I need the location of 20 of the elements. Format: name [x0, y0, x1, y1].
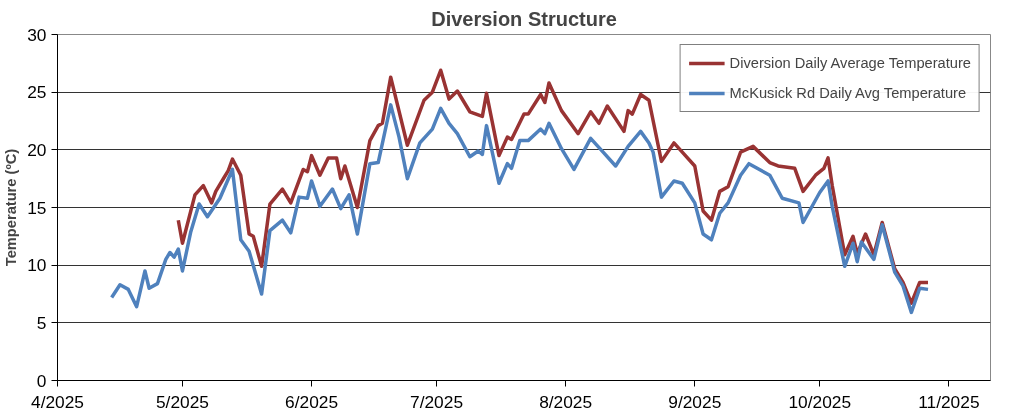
legend-label: McKusick Rd Daily Avg Temperature	[729, 85, 967, 101]
x-tick-label: 7/2025	[410, 391, 464, 412]
y-tick-label: 25	[27, 82, 47, 103]
x-tick-label: 6/2025	[285, 391, 339, 412]
line-series	[109, 103, 930, 315]
y-tick-label: 10	[27, 255, 47, 276]
y-axis-title: Temperature (ºC)	[3, 148, 20, 267]
x-tick-label: 5/2025	[155, 391, 209, 412]
y-tick-label: 0	[36, 370, 47, 391]
y-tick-label: 30	[27, 24, 47, 45]
y-tick-label: 15	[27, 197, 47, 218]
chart-title: Diversion Structure	[431, 7, 617, 30]
x-tick-label: 4/2025	[31, 391, 84, 412]
x-tick-label: 8/2025	[539, 391, 593, 412]
legend-label: Diversion Daily Average Temperature	[729, 55, 971, 71]
y-tick-label: 5	[36, 312, 47, 333]
x-tick-label: 10/2025	[788, 391, 852, 412]
y-tick-label: 20	[27, 139, 47, 160]
x-tick-label: 11/2025	[918, 391, 980, 412]
x-tick-label: 9/2025	[668, 391, 722, 412]
